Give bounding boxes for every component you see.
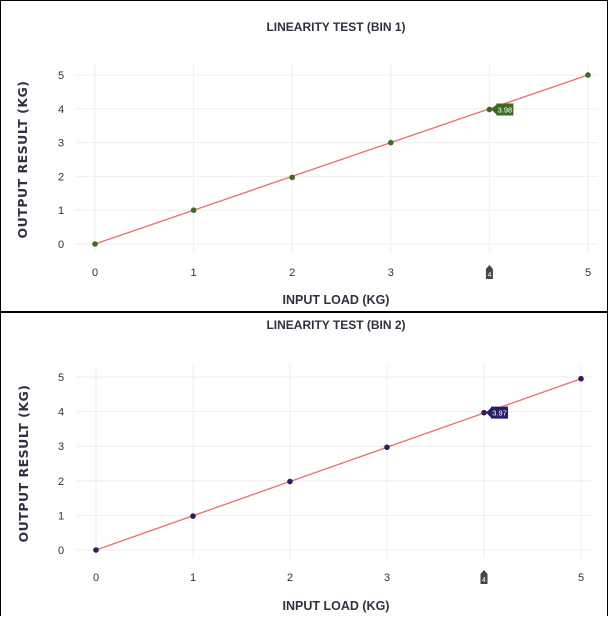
- spike-label-bg: [480, 570, 488, 584]
- hover-tooltip: 3.97: [486, 406, 508, 419]
- y-tick-label: 2: [58, 476, 64, 488]
- x-tick-label: 3: [384, 572, 390, 584]
- data-point[interactable]: [585, 72, 591, 78]
- x-tick-label: 5: [585, 267, 591, 279]
- spike-label-text: 4: [487, 272, 491, 279]
- spike-label-bg: [485, 265, 493, 279]
- data-point[interactable]: [93, 547, 99, 553]
- data-point[interactable]: [388, 139, 394, 146]
- chart-title: LINEARITY TEST (BIN 1): [266, 20, 405, 34]
- x-axis-title: INPUT LOAD (KG): [283, 599, 390, 613]
- chart-title: LINEARITY TEST (BIN 2): [266, 318, 405, 332]
- data-point[interactable]: [190, 207, 197, 213]
- spike-label-text: 4: [482, 577, 486, 584]
- y-axis-title: OUTPUT RESULT (KG): [16, 385, 31, 543]
- chart-bin2[interactable]: LINEARITY TEST (BIN 2) 0 1 2 3 4 5 0 1 2 3 4 5 3.97 IN…: [1, 313, 607, 616]
- x-spike-label: 4: [480, 570, 488, 584]
- x-axis-title: INPUT LOAD (KG): [283, 293, 390, 307]
- y-tick-label: 4: [58, 104, 64, 116]
- y-tick-label: 0: [58, 239, 64, 251]
- y-tick-label: 5: [58, 70, 64, 82]
- tooltip-bg: [486, 406, 508, 419]
- fit-line: [95, 378, 582, 551]
- data-point[interactable]: [384, 444, 390, 451]
- data-point[interactable]: [578, 375, 584, 382]
- data-point[interactable]: [92, 241, 98, 247]
- data-point[interactable]: [287, 478, 293, 485]
- tooltip-bg: [491, 103, 514, 116]
- chart-panel-bin1: LINEARITY TEST (BIN 1) 0 1 2 3 4 5 0 1 2 3 4 5 3.98 IN…: [0, 0, 608, 312]
- x-spike-label: 4: [485, 265, 493, 279]
- data-point[interactable]: [190, 513, 196, 519]
- x-tick-label: 0: [93, 572, 99, 584]
- y-tick-label: 3: [58, 441, 64, 453]
- tooltip-text: 3.98: [498, 105, 513, 114]
- y-tick-label: 0: [58, 545, 64, 557]
- x-tick-label: 2: [289, 267, 295, 279]
- x-tick-label: 5: [578, 572, 584, 584]
- x-tick-label: 1: [191, 267, 197, 279]
- y-tick-label: 3: [58, 138, 64, 150]
- x-tick-label: 1: [190, 572, 196, 584]
- chart-panel-bin2: LINEARITY TEST (BIN 2) 0 1 2 3 4 5 0 1 2 3 4 5 3.97 IN…: [0, 312, 608, 616]
- tooltip-text: 3.97: [492, 408, 507, 417]
- x-tick-label: 2: [287, 572, 293, 584]
- y-tick-label: 5: [58, 372, 64, 384]
- y-tick-label: 1: [58, 510, 64, 522]
- y-axis-title: OUTPUT RESULT (KG): [15, 81, 30, 239]
- data-point[interactable]: [486, 106, 493, 113]
- chart-bin1[interactable]: LINEARITY TEST (BIN 1) 0 1 2 3 4 5 0 1 2 3 4 5 3.98 IN…: [1, 1, 607, 311]
- y-tick-label: 1: [58, 205, 64, 217]
- y-tick-label: 4: [58, 407, 64, 419]
- fit-line: [94, 74, 589, 245]
- x-tick-label: 0: [92, 267, 98, 279]
- data-point[interactable]: [481, 409, 487, 416]
- hover-tooltip: 3.98: [491, 103, 514, 116]
- data-point[interactable]: [289, 174, 296, 181]
- x-tick-label: 3: [388, 267, 394, 279]
- y-tick-label: 2: [58, 171, 64, 183]
